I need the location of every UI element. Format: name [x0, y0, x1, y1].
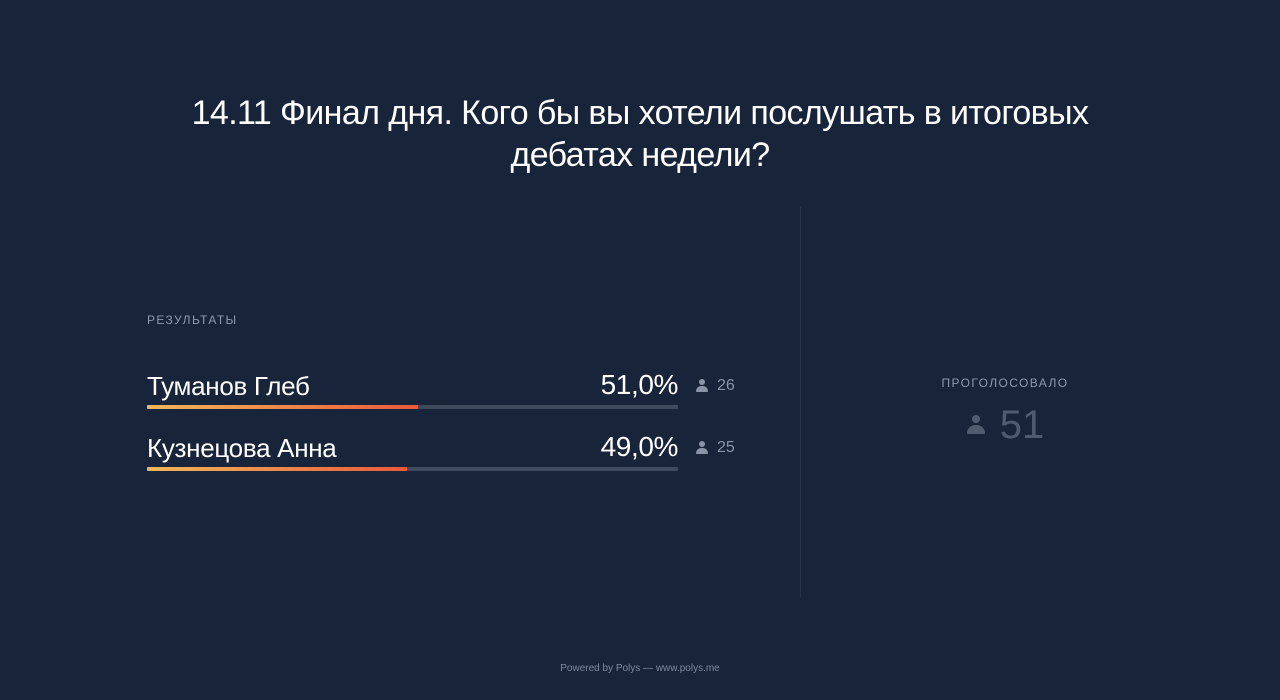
total-votes-value: 51 [999, 403, 1045, 447]
result-bar-track [147, 405, 678, 409]
total-votes: ПРОГОЛОСОВАЛО 51 [930, 376, 1080, 448]
poll-title: 14.11 Финал дня. Кого бы вы хотели послу… [191, 94, 1089, 174]
option-vote-count: 25 [695, 438, 735, 458]
vote-count-value: 26 [717, 377, 735, 394]
option-percentage: 49,0% [600, 431, 679, 462]
option-name: Туманов Глеб [147, 371, 310, 401]
option-name: Кузнецова Анна [147, 433, 337, 463]
result-bar-fill [147, 467, 408, 471]
section-divider [800, 207, 801, 597]
result-bar-fill [147, 405, 418, 409]
result-bar-track [147, 467, 678, 471]
poll-option-result: Туманов Глеб 51,0% 26 [147, 366, 747, 414]
poll-option-result: Кузнецова Анна 49,0% 25 [147, 428, 747, 476]
vote-count-value: 25 [717, 439, 735, 456]
person-icon [966, 415, 986, 435]
option-percentage: 51,0% [600, 369, 679, 400]
total-votes-count: 51 [930, 402, 1080, 448]
results-label: РЕЗУЛЬТАТЫ [147, 313, 238, 327]
option-vote-count: 26 [695, 376, 735, 396]
person-icon [695, 441, 709, 455]
person-icon [695, 379, 709, 393]
powered-by-footer: Powered by Polys — www.polys.me [560, 663, 720, 674]
total-votes-label: ПРОГОЛОСОВАЛО [941, 376, 1069, 390]
